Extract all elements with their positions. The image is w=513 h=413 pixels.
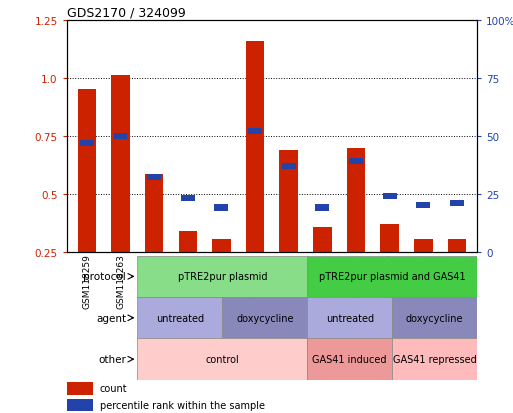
Text: agent: agent	[96, 313, 126, 323]
Bar	[392, 339, 477, 380]
Text: GAS41 repressed: GAS41 repressed	[393, 354, 477, 364]
Bar	[67, 399, 92, 411]
Bar	[392, 297, 477, 339]
Bar	[137, 256, 307, 297]
Bar	[77, 90, 96, 252]
Bar	[214, 205, 228, 211]
Bar	[307, 297, 392, 339]
Text: doxycycline: doxycycline	[406, 313, 463, 323]
Text: GDS2170 / 324099: GDS2170 / 324099	[67, 7, 185, 19]
Text: pTRE2pur plasmid and GAS41: pTRE2pur plasmid and GAS41	[319, 272, 465, 282]
Bar	[145, 174, 164, 252]
Text: protocol: protocol	[84, 272, 126, 282]
Bar	[315, 205, 329, 211]
Bar	[111, 76, 130, 252]
Text: untreated: untreated	[156, 313, 204, 323]
Text: doxycycline: doxycycline	[236, 313, 293, 323]
Bar	[113, 133, 127, 139]
Bar	[222, 297, 307, 339]
Text: count: count	[100, 384, 128, 394]
Bar	[80, 140, 94, 146]
Bar	[383, 193, 397, 199]
Bar	[212, 239, 231, 252]
Bar	[307, 339, 392, 380]
Text: other: other	[98, 354, 126, 364]
Text: control: control	[206, 354, 239, 364]
Bar	[179, 231, 197, 252]
Text: pTRE2pur plasmid: pTRE2pur plasmid	[177, 272, 267, 282]
Bar	[248, 129, 262, 135]
Bar	[347, 149, 365, 252]
Bar	[282, 164, 295, 169]
Bar	[246, 41, 264, 252]
Bar	[280, 150, 298, 252]
Bar	[450, 200, 464, 206]
Bar	[414, 239, 432, 252]
Bar	[349, 159, 363, 165]
Bar	[147, 175, 161, 181]
Text: percentile rank within the sample: percentile rank within the sample	[100, 400, 265, 410]
Text: untreated: untreated	[326, 313, 374, 323]
Bar	[137, 297, 222, 339]
Text: GAS41 induced: GAS41 induced	[312, 354, 387, 364]
Bar	[307, 256, 477, 297]
Bar	[67, 382, 92, 395]
Bar	[380, 224, 399, 252]
Bar	[137, 339, 307, 380]
Bar	[417, 203, 430, 209]
Bar	[313, 228, 331, 252]
Bar	[181, 196, 195, 202]
Bar	[448, 239, 466, 252]
